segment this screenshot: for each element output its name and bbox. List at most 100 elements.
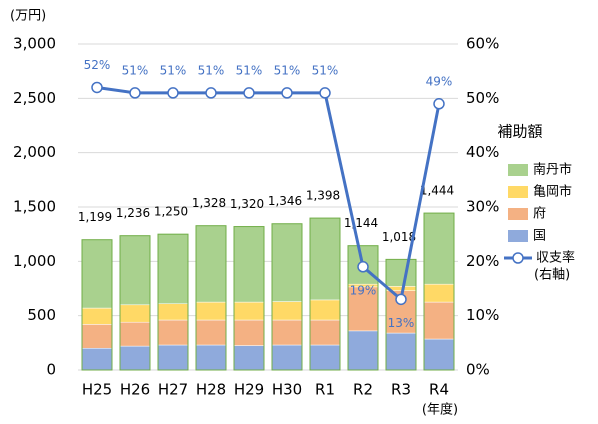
legend-swatch <box>508 164 528 176</box>
total-label: 1,199 <box>78 210 112 224</box>
rate-marker <box>433 98 445 110</box>
legend-label: 収支率 <box>536 250 575 266</box>
y2-tick-label: 10% <box>466 306 499 324</box>
rate-label: 49% <box>426 74 453 88</box>
rate-marker <box>91 81 103 94</box>
bar-segment <box>157 303 189 321</box>
bar-segment <box>233 226 265 303</box>
bar-segment <box>157 233 189 304</box>
total-label: 1,328 <box>192 196 226 210</box>
y-tick-label: 500 <box>27 306 56 324</box>
bar-segment <box>271 344 303 371</box>
bar-segment <box>385 259 417 287</box>
rate-label: 51% <box>198 63 225 77</box>
total-label: 1,018 <box>382 230 416 244</box>
x-tick-label: H28 <box>196 381 226 399</box>
bar-segment <box>423 301 455 340</box>
bar-outline <box>347 245 379 371</box>
legend-title: 補助額 <box>497 123 542 141</box>
rate-label: 52% <box>84 58 111 72</box>
bar-segment <box>233 301 265 321</box>
bar-outline <box>233 226 265 371</box>
bar-segment <box>385 332 417 371</box>
bar-segment <box>81 348 113 371</box>
bar-segment <box>423 338 455 371</box>
x-tick-label: H29 <box>234 381 264 399</box>
legend-swatch <box>508 230 528 242</box>
rate-marker <box>167 87 179 99</box>
legend-note: (右軸) <box>534 268 570 283</box>
total-label: 1,250 <box>154 205 188 219</box>
rate-line <box>96 85 441 303</box>
bar-segment <box>233 345 265 371</box>
legend-marker <box>512 252 524 264</box>
x-tick-label: R4 <box>429 381 449 399</box>
legend-label: 府 <box>533 207 546 222</box>
y-tick-label: 0 <box>46 361 56 379</box>
bar-outline <box>157 233 189 371</box>
bar-segment <box>309 319 341 346</box>
bar-segment <box>271 319 303 346</box>
bar-segment <box>347 330 379 371</box>
x-tick-label: R1 <box>315 381 335 399</box>
rate-marker <box>357 261 369 273</box>
total-label: 1,144 <box>344 216 378 230</box>
y-tick-label: 2,500 <box>13 89 56 107</box>
bar-segment <box>423 212 455 285</box>
bar-segment <box>81 307 113 325</box>
rate-label: 51% <box>312 63 339 77</box>
rate-label: 51% <box>236 63 263 77</box>
total-label: 1,398 <box>306 189 340 203</box>
bar-segment <box>195 344 227 371</box>
bar-outline <box>385 258 417 371</box>
x-tick-label: H27 <box>158 381 188 399</box>
x-tick-label: H30 <box>272 381 302 399</box>
legend-swatch <box>508 186 528 198</box>
y-tick-label: 3,000 <box>13 35 56 53</box>
x-tick-label: R2 <box>353 381 373 399</box>
bar-segment <box>157 319 189 346</box>
rate-marker <box>243 87 255 99</box>
total-label: 1,444 <box>420 184 454 198</box>
x-unit-label: (年度) <box>422 402 458 418</box>
bar-segment <box>195 225 227 303</box>
rate-marker <box>395 293 407 306</box>
legend-label: 国 <box>533 229 546 244</box>
bar-outline <box>309 217 341 371</box>
rate-label: 19% <box>350 283 377 297</box>
y2-tick-label: 20% <box>466 252 499 270</box>
total-label: 1,346 <box>268 194 302 208</box>
y2-tick-label: 30% <box>466 198 499 216</box>
bar-segment <box>271 223 303 302</box>
bar-segment <box>119 345 151 371</box>
y2-tick-label: 0% <box>466 361 490 379</box>
rate-marker <box>319 87 331 99</box>
bar-segment <box>119 235 151 306</box>
y2-tick-label: 60% <box>466 35 499 53</box>
legend-swatch <box>508 208 528 220</box>
bar-segment <box>81 324 113 349</box>
bar-outline <box>195 225 227 371</box>
bar-segment <box>309 217 341 301</box>
rate-label: 51% <box>160 63 187 77</box>
bar-segment <box>195 301 227 321</box>
bar-segment <box>195 319 227 346</box>
bar-outline <box>271 223 303 371</box>
legend-label: 南丹市 <box>533 162 572 178</box>
total-label: 1,320 <box>230 197 264 211</box>
bar-segment <box>233 319 265 346</box>
rate-label: 51% <box>274 63 301 77</box>
total-label: 1,236 <box>116 206 150 220</box>
x-tick-label: H25 <box>82 381 112 399</box>
bar-segment <box>81 239 113 309</box>
y-tick-label: 1,500 <box>13 198 56 216</box>
y2-tick-label: 50% <box>466 89 499 107</box>
rate-label: 51% <box>122 63 149 77</box>
bar-outline <box>119 235 151 371</box>
bar-segment <box>271 301 303 321</box>
rate-marker <box>281 87 293 99</box>
bar-segment <box>157 344 189 371</box>
y-unit-label: (万円) <box>10 9 46 24</box>
bar-segment <box>309 344 341 371</box>
